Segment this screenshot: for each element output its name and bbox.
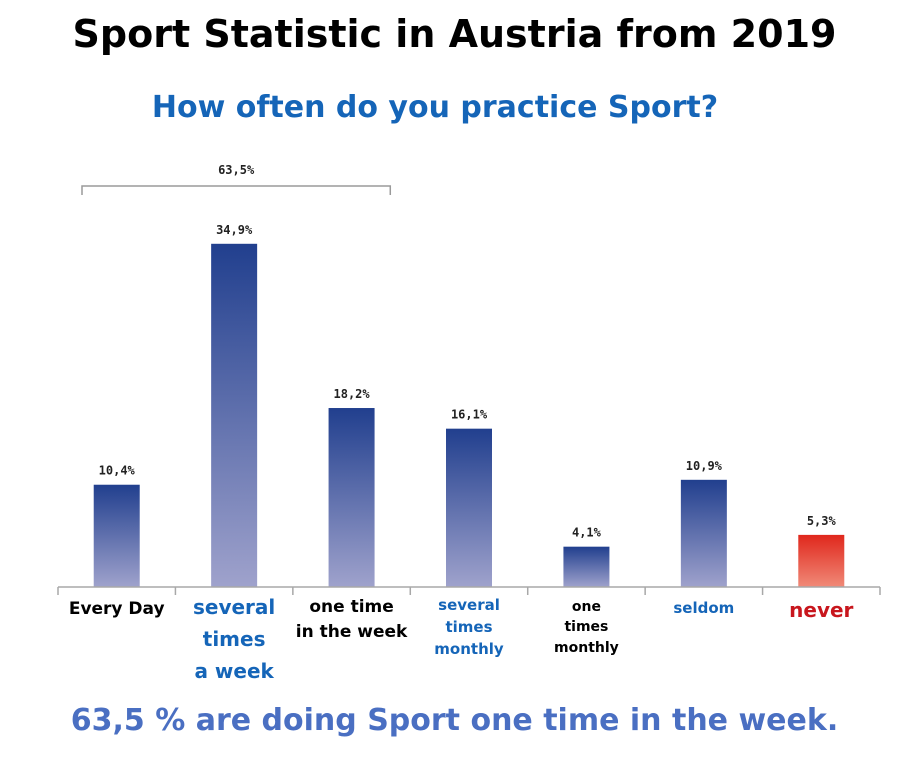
category-label-6-line-0: never [789, 598, 854, 622]
category-label-5-line-0: seldom [673, 599, 735, 617]
bar-0 [93, 484, 140, 587]
bracket-label: 63,5% [218, 163, 255, 177]
footer-note: 63,5 % are doing Sport one time in the w… [70, 703, 839, 738]
data-label-1: 34,9% [216, 223, 253, 237]
category-label-3-line-1: times [445, 617, 493, 636]
bar-4 [563, 546, 610, 587]
data-label-2: 18,2% [334, 387, 371, 401]
category-label-3-line-2: monthly [434, 639, 504, 658]
bar-2 [328, 408, 375, 587]
category-label-5: seldom [629, 598, 779, 620]
data-label-6: 5,3% [807, 514, 837, 528]
category-label-1-line-2: a week [194, 659, 274, 683]
data-label-5: 10,9% [686, 459, 723, 473]
chart-title: Sport Statistic in Austria from 2019 [72, 12, 837, 56]
bar-1 [211, 243, 258, 587]
category-label-2: one time in the week [277, 595, 427, 644]
category-label-3: several times monthly [394, 595, 544, 660]
data-label-4: 4,1% [572, 526, 602, 540]
bracket-line [81, 185, 392, 195]
category-label-3-line-0: several [438, 596, 500, 614]
category-label-6: never [746, 596, 896, 625]
bars-group: 10,4% 34,9% 18,2% 16,1% 4,1% 10,9% 5,3% [93, 223, 845, 587]
category-label-2-line-0: one time [309, 597, 394, 617]
category-label-4-line-2: monthly [554, 639, 619, 656]
category-label-2-line-1: in the week [295, 621, 408, 642]
category-label-4-line-0: one [571, 599, 601, 615]
category-label-1: several times a week [159, 591, 309, 687]
category-label-0-line-0: Every Day [68, 599, 165, 619]
category-label-1-line-1: times [202, 627, 266, 651]
bar-6 [798, 534, 845, 587]
bar-5 [680, 479, 727, 587]
data-label-0: 10,4% [99, 464, 136, 478]
bar-chart: 63,5% 10,4% 34,9% 18,2% 16,1% 4,1% 10,9% 5,3% [57, 163, 881, 595]
bar-3 [446, 428, 492, 587]
category-label-4: one times monthly [511, 597, 661, 658]
category-label-4-line-1: times [564, 619, 609, 636]
x-axis [57, 586, 881, 595]
category-label-0: Every Day [42, 597, 192, 622]
bracket-group: 63,5% [81, 163, 392, 195]
data-label-3: 16,1% [451, 408, 488, 422]
category-label-1-line-0: several [192, 595, 276, 619]
chart-subtitle: How often do you practice Sport? [151, 90, 719, 125]
